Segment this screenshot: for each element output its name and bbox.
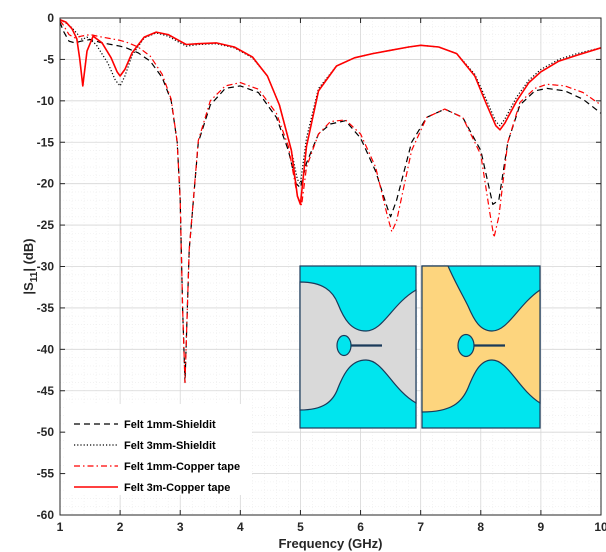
radiating-patch-shieldit bbox=[336, 334, 352, 357]
series-line-3 bbox=[59, 20, 602, 384]
x-axis-label: Frequency (GHz) bbox=[278, 536, 382, 551]
antenna-inset bbox=[299, 265, 541, 429]
y-tick-label: 0 bbox=[47, 11, 54, 25]
x-tick-label: 2 bbox=[117, 520, 124, 534]
legend-label: Felt 1mm-Copper tape bbox=[124, 461, 240, 473]
tick-marks bbox=[59, 17, 602, 516]
x-tick-label: 9 bbox=[538, 520, 545, 534]
antenna-shieldit-illustration bbox=[299, 265, 417, 429]
series-line-2 bbox=[59, 19, 602, 185]
y-tick-label: -30 bbox=[37, 260, 55, 274]
y-tick-labels: 0 -5 -10 -15 -20 -25 -30 -35 -40 -45 -50 -55 -60 bbox=[37, 11, 55, 522]
y-tick-label: -15 bbox=[37, 135, 55, 149]
x-tick-labels: 1 2 3 4 5 6 7 8 9 10 bbox=[57, 520, 606, 534]
x-tick-label: 5 bbox=[297, 520, 304, 534]
legend-box bbox=[66, 404, 252, 495]
y-tick-label: -40 bbox=[37, 342, 55, 356]
y-tick-label: -5 bbox=[43, 52, 54, 66]
legend-label: Felt 3m-Copper tape bbox=[124, 482, 230, 494]
y-tick-label: -55 bbox=[37, 467, 55, 481]
series-layer bbox=[59, 18, 602, 384]
x-tick-label: 6 bbox=[357, 520, 364, 534]
series-line-4 bbox=[59, 18, 602, 206]
x-tick-label: 4 bbox=[237, 520, 244, 534]
antenna-copper-illustration bbox=[421, 265, 541, 429]
ground-plane-copper bbox=[421, 265, 541, 413]
y-tick-label: -20 bbox=[37, 177, 55, 191]
y-tick-label: -10 bbox=[37, 94, 55, 108]
x-tick-label: 10 bbox=[594, 520, 606, 534]
legend-label: Felt 3mm-Shieldit bbox=[124, 440, 216, 452]
x-tick-label: 1 bbox=[57, 520, 64, 534]
y-tick-label: -25 bbox=[37, 218, 55, 232]
legend-label: Felt 1mm-Shieldit bbox=[124, 419, 216, 431]
x-tick-label: 3 bbox=[177, 520, 184, 534]
y-tick-label: -45 bbox=[37, 384, 55, 398]
x-tick-label: 7 bbox=[417, 520, 424, 534]
x-tick-label: 8 bbox=[477, 520, 484, 534]
y-tick-label: -60 bbox=[37, 508, 55, 522]
radiating-patch-copper bbox=[457, 333, 475, 358]
y-axis-label: |S11| (dB) bbox=[21, 238, 40, 294]
series-line-1 bbox=[59, 21, 602, 384]
legend: Felt 1mm-Shieldit Felt 3mm-Shieldit Felt 1… bbox=[66, 404, 252, 495]
y-tick-label: -50 bbox=[37, 425, 55, 439]
y-tick-label: -35 bbox=[37, 301, 55, 315]
